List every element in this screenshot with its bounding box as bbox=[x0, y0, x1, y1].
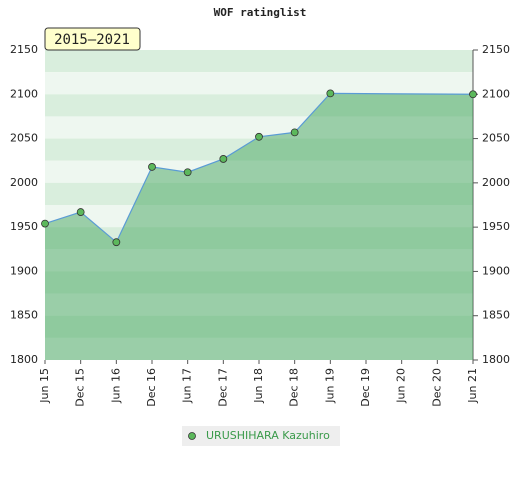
legend-marker bbox=[188, 432, 196, 440]
point bbox=[219, 155, 228, 163]
point bbox=[255, 132, 263, 141]
x-tick-label: Dec 16 bbox=[145, 368, 158, 407]
x-tick-label: Jun 20 bbox=[395, 368, 408, 404]
y2-tick-label: 1800 bbox=[482, 353, 510, 366]
y2-tick-label: 1900 bbox=[482, 264, 510, 277]
point bbox=[469, 90, 477, 99]
x-tick-label: Jun 18 bbox=[252, 368, 265, 404]
y-tick-label: 1950 bbox=[10, 220, 38, 233]
y2-tick-label: 2150 bbox=[482, 43, 510, 56]
area bbox=[45, 93, 473, 361]
point bbox=[183, 168, 192, 177]
point bbox=[41, 219, 49, 228]
annotation: 2015–2021 bbox=[54, 32, 130, 48]
y-tick-label: 1800 bbox=[10, 353, 38, 366]
y2-tick-label: 1850 bbox=[482, 309, 510, 322]
x-tick-label: Jun 15 bbox=[38, 368, 51, 404]
point bbox=[76, 208, 85, 216]
x-tick-label: Dec 19 bbox=[359, 368, 372, 407]
legend-box bbox=[182, 426, 340, 446]
y-tick-label: 1900 bbox=[10, 264, 38, 277]
y2-tick-label: 2100 bbox=[482, 87, 510, 100]
x-tick-label: Jun 19 bbox=[323, 368, 336, 404]
point bbox=[112, 238, 121, 247]
x-tick-label: Jun 17 bbox=[181, 368, 194, 404]
y-tick-label: 1850 bbox=[10, 309, 38, 322]
point bbox=[148, 163, 156, 171]
y2-tick-label: 1950 bbox=[482, 220, 510, 233]
y2-tick-label: 2050 bbox=[482, 132, 510, 145]
x-tick-label: Jun 21 bbox=[466, 368, 479, 404]
x-tick-label: Dec 15 bbox=[74, 368, 87, 407]
y2-tick-label: 2000 bbox=[482, 176, 510, 189]
annotation-box bbox=[44, 27, 141, 51]
y-tick-label: 2150 bbox=[10, 43, 38, 56]
y-tick-label: 2050 bbox=[10, 132, 38, 145]
point bbox=[326, 89, 335, 98]
point bbox=[290, 128, 299, 137]
x-tick-label: Dec 18 bbox=[288, 368, 301, 407]
chart-title: WOF ratinglist bbox=[214, 6, 307, 19]
band bbox=[45, 72, 473, 95]
y-tick-label: 2100 bbox=[10, 87, 38, 100]
x-tick-label: Jun 16 bbox=[109, 368, 122, 404]
x-tick-label: Dec 20 bbox=[430, 368, 443, 407]
legend-label: URUSHIHARA Kazuhiro bbox=[206, 429, 330, 442]
line bbox=[44, 92, 474, 244]
y-tick-label: 2000 bbox=[10, 176, 38, 189]
x-tick-label: Dec 17 bbox=[216, 368, 229, 407]
band bbox=[45, 50, 473, 73]
